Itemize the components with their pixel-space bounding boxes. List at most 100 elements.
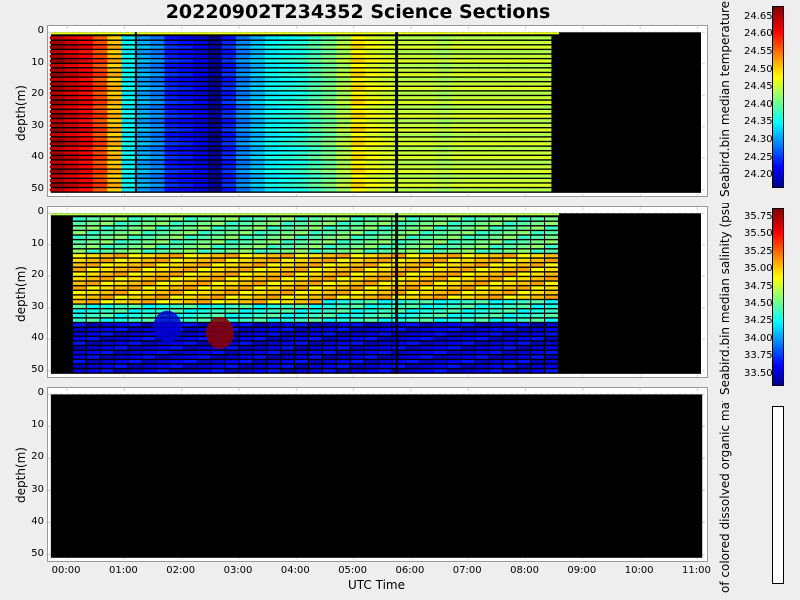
data-cell <box>447 337 461 341</box>
data-cell <box>164 151 179 155</box>
data-cell <box>378 300 392 304</box>
data-cell <box>493 59 509 63</box>
data-cell <box>236 114 251 118</box>
data-cell <box>503 231 517 235</box>
data-cell <box>221 137 237 141</box>
cdom-colorbar: of colored dissolved organic matter (p <box>716 401 784 594</box>
data-cell <box>239 286 253 290</box>
data-cell <box>420 231 433 235</box>
data-cell <box>336 40 351 45</box>
data-cell <box>392 235 406 239</box>
data-cell <box>364 82 380 86</box>
data-cell <box>107 169 122 174</box>
data-cell <box>293 160 308 164</box>
data-cell <box>121 183 136 187</box>
data-cell <box>433 341 447 345</box>
data-cell <box>393 63 409 68</box>
data-cell <box>107 179 122 183</box>
x-tick-label: 04:00 <box>280 565 310 576</box>
data-cell <box>135 160 151 164</box>
data-cell <box>479 179 495 183</box>
data-cell <box>78 77 93 81</box>
data-cell <box>308 272 322 276</box>
data-cell <box>121 73 136 77</box>
data-cell <box>407 91 423 95</box>
data-cell <box>392 327 406 332</box>
data-cell <box>479 73 495 77</box>
data-cell <box>531 217 545 221</box>
data-cell <box>236 109 251 114</box>
data-cell <box>321 54 337 58</box>
data-cell <box>170 221 183 226</box>
data-cell <box>489 318 503 322</box>
data-cell <box>86 231 100 235</box>
data-cell <box>170 295 183 299</box>
data-cell <box>350 183 366 187</box>
data-cell <box>364 323 378 327</box>
data-cell <box>531 332 545 336</box>
data-cell <box>197 309 211 313</box>
data-cell <box>393 68 409 72</box>
data-cell <box>420 350 433 355</box>
data-cell <box>450 179 466 183</box>
data-cell <box>49 105 65 109</box>
data-cell <box>336 313 350 318</box>
data-cell <box>267 313 281 318</box>
data-cell <box>197 300 211 304</box>
data-cell <box>379 40 394 45</box>
data-cell <box>239 244 253 249</box>
data-cell <box>307 174 323 178</box>
data-cell <box>281 369 295 373</box>
data-cell <box>406 318 420 322</box>
data-cell <box>364 272 378 276</box>
data-cell <box>250 50 265 54</box>
data-cell <box>78 82 93 86</box>
data-cell <box>433 313 447 318</box>
data-cell <box>406 341 420 345</box>
data-cell <box>350 221 364 226</box>
data-cell <box>364 86 380 91</box>
data-cell <box>121 63 136 68</box>
data-cell <box>211 258 225 262</box>
data-cell <box>86 240 100 244</box>
data-cell <box>225 221 239 226</box>
data-cell <box>121 156 136 160</box>
data-cell <box>64 179 79 183</box>
data-cell <box>465 36 480 40</box>
data-cell <box>100 272 114 276</box>
data-cell <box>78 132 93 137</box>
data-cell <box>170 254 183 258</box>
data-cell <box>450 77 466 81</box>
data-cell <box>64 123 79 127</box>
data-cell <box>193 54 208 58</box>
data-cell <box>49 142 65 146</box>
data-cell <box>475 295 489 299</box>
data-cell <box>183 290 197 295</box>
data-cell <box>183 267 197 272</box>
data-cell <box>308 369 322 373</box>
data-cell <box>253 355 267 359</box>
data-cell <box>508 50 523 54</box>
data-cell <box>135 86 151 91</box>
data-cell <box>475 318 489 322</box>
data-cell <box>207 169 222 174</box>
data-cell <box>221 128 237 132</box>
data-cell <box>128 350 142 355</box>
data-cell <box>531 341 545 345</box>
data-cell <box>78 100 93 104</box>
data-cell <box>531 360 545 364</box>
data-cell <box>281 332 295 336</box>
data-cell <box>307 68 323 72</box>
data-cell <box>536 160 552 164</box>
data-cell <box>378 221 392 226</box>
data-cell <box>531 281 545 285</box>
data-cell <box>267 277 281 281</box>
data-cell <box>253 295 267 299</box>
data-cell <box>128 258 142 262</box>
data-cell <box>379 100 394 104</box>
data-cell <box>121 142 136 146</box>
data-cell <box>293 73 308 77</box>
data-cell <box>197 254 211 258</box>
data-cell <box>253 217 267 221</box>
data-cell <box>264 119 280 123</box>
